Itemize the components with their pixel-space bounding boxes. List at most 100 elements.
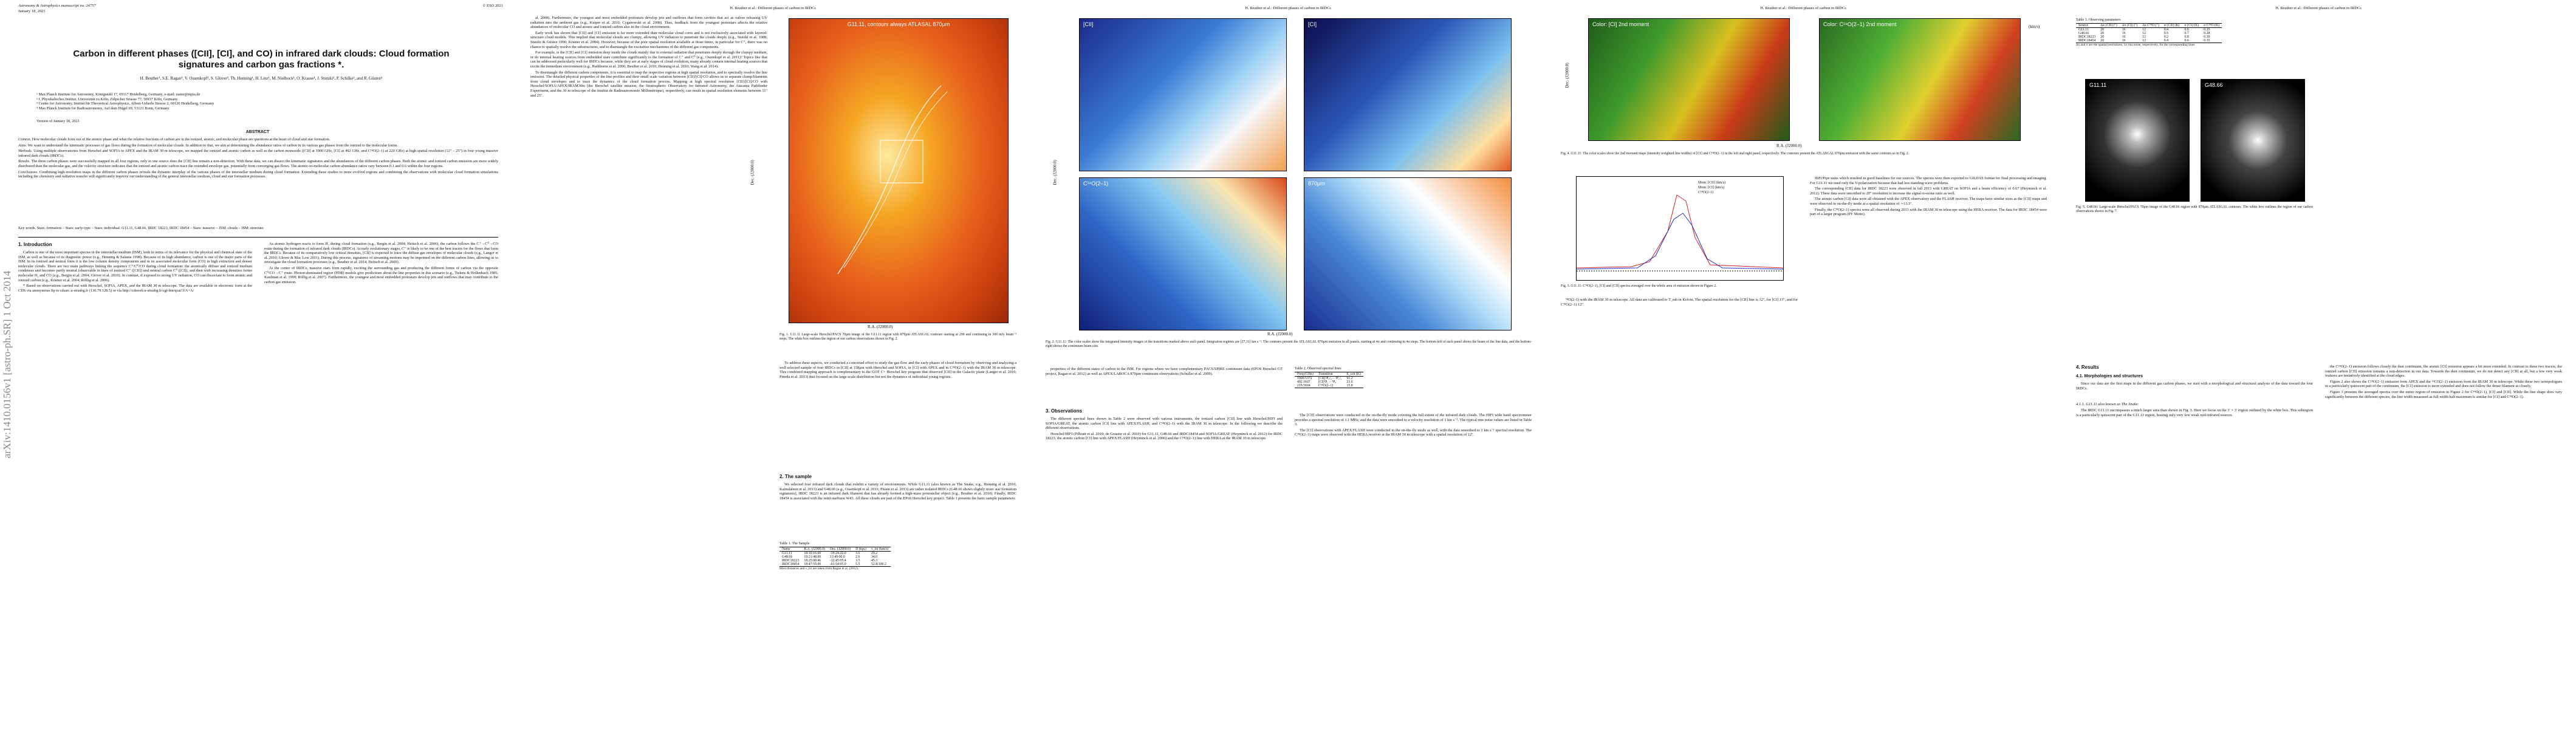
- paragraph: the C¹⁸O(2–1) emission follows closely t…: [2325, 364, 2562, 378]
- table-cell: 23.6: [1346, 380, 1353, 384]
- abstract-text: Combining high-resolution maps in the di…: [18, 169, 498, 179]
- table-cell: 0.30: [2204, 35, 2210, 39]
- paragraph: For example, is the [CII] and [CI] emiss…: [530, 50, 767, 69]
- spectrum-line: [1576, 213, 1784, 270]
- table-cell: 13:49:00.0: [829, 555, 845, 559]
- table-row: G48.66 19:21:48.00 13:49:00.0 2.6 34.0: [779, 555, 891, 559]
- table-cell: 1900.5372: [1297, 377, 1312, 380]
- panel-label: 870μm: [1308, 180, 1325, 187]
- line: Mom. [CII] (km/s): [1698, 181, 1726, 185]
- contour: [837, 85, 942, 275]
- table-cell: 3.5: [855, 559, 860, 563]
- axis-label: Dec. (J2000.0): [1052, 160, 1058, 185]
- column: The different spectral lines shown in Ta…: [1046, 417, 1283, 714]
- table-cell: 20: [2100, 28, 2105, 32]
- subsubsection-heading: 4.1.1. G11.11 also known as The Snake:: [2076, 402, 2139, 406]
- page: arXiv:1410.0156v1 [astro-ph.SR] 1 Oct 20…: [0, 0, 515, 729]
- figure-caption: Fig. 2. G11.11: The color scales show th…: [1046, 340, 1532, 348]
- table-body: G11.11 18:10:16.00 -19:24:22.0 3.6 29.2 G48.6…: [779, 552, 891, 567]
- table-cell: 16: [2122, 35, 2126, 39]
- column: the C¹⁸O(2–1) emission follows closely t…: [2325, 364, 2562, 714]
- abstract-text: How molecular clouds form out of the ato…: [32, 137, 331, 142]
- panel-label: [CII]: [1083, 21, 1094, 27]
- table-row: IRDC18454 20 16 12 0.4 0.6 0.35: [2076, 39, 2222, 43]
- column-header: Transition: [1318, 372, 1333, 376]
- column-header: D (kpc): [855, 547, 866, 551]
- table-row: 1900.5372 [CII]²P₃/₂ – ²P₁/₂ 91.2: [1295, 377, 1363, 380]
- table-body: G11.11 20 16 12 0.4 0.6 0.25 G48.66 20 16 12 0.5 0.7…: [2076, 28, 2222, 43]
- table-cell: 91.2: [1346, 377, 1353, 380]
- table-cell: IRDC18454: [782, 563, 800, 566]
- sidebar: arXiv:1410.0156v1 [astro-ph.SR] 1 Oct 20…: [1, 182, 13, 547]
- table-cell: 52.8/100.2: [871, 563, 886, 566]
- figure-caption: Fig. 3. G11.11: C¹⁸O(2–1), [CI] and [CII…: [1561, 284, 1717, 288]
- data-table: Source Δx [CII] (″) Δx [CI] (″) Δx C¹⁸O (″)…: [2076, 23, 2222, 43]
- table-cell: 20: [2100, 32, 2105, 35]
- table-cell: 0.6: [2184, 28, 2189, 32]
- table-caption: Table 3. Observing parameters: [2076, 18, 2121, 22]
- column-header: v_lsr (km/s): [871, 547, 889, 551]
- column: The [CII] observations were conducted in…: [1295, 413, 1532, 714]
- table-head: Freq (GHz) Transition E_u/k (K): [1295, 372, 1363, 377]
- table-row: 219.5604 C¹⁸O(2–1) 15.8: [1295, 384, 1363, 388]
- paragraph: We selected four infrared dark clouds th…: [779, 482, 1016, 501]
- paragraph: The atomic carbon [CI] data were all obt…: [1810, 197, 2047, 206]
- panel: Color: [CI] 2nd moment: [1588, 18, 1790, 141]
- table-note: Δx and σ are the spatial resolutions, 1σ…: [2076, 43, 2196, 47]
- panel-label: Color: [CI] 2nd moment: [1592, 21, 1649, 27]
- table-cell: 12: [2142, 35, 2146, 39]
- abstract-text: Using multiple observatories from Hersch…: [18, 149, 498, 158]
- table-row: IRDC18223 18:25:08.46 -12:45:05.4 3.5 45.3: [779, 559, 891, 563]
- table-row: 492.1607 [CI]³P₁ – ³P₀ 23.6: [1295, 380, 1363, 384]
- panel-label: Color: C¹⁸O(2–1) 2nd moment: [1823, 21, 1897, 27]
- table-cell: 492.1607: [1297, 380, 1310, 384]
- rule: [18, 237, 498, 238]
- table-cell: 18:25:08.46: [804, 559, 821, 563]
- abstract-item: Conclusions. Combining high-resolution m…: [18, 170, 498, 179]
- axis-label: R.A. (J2000.0): [1267, 332, 1293, 337]
- table-cell: [CII]²P₃/₂ – ²P₁/₂: [1318, 377, 1342, 380]
- paragraph: Herschel/HIFI (Pilbratt et al. 2010; de …: [1046, 431, 1283, 441]
- panel: Color: C¹⁸O(2–1) 2nd moment: [1819, 18, 2021, 141]
- table-cell: 12: [2142, 28, 2146, 32]
- paragraph: The corresponding [CII] data for IRDC 18…: [1810, 187, 2047, 196]
- abstract-text: The three carbon phases were successfull…: [18, 159, 498, 168]
- journal: Astronomy & Astrophysics manuscript no. …: [18, 4, 96, 8]
- subsection-heading: 4.1. Morphologies and structures: [2076, 374, 2143, 378]
- running-header: H. Beuther et al.: Different phases of c…: [730, 6, 816, 10]
- column-header: σ [CI] (K): [2184, 24, 2199, 27]
- column: Since our data are the first maps in the…: [2076, 382, 2313, 400]
- legend: Mom. [CII] (km/s) Mom. [CI] (km/s) C¹⁸O(2–…: [1698, 180, 1725, 195]
- paragraph: As atomic hydrogen reacts to form H₂ dur…: [264, 242, 498, 265]
- column: al. 2008). Furthermore, the youngest and…: [530, 16, 767, 714]
- table-body: 1900.5372 [CII]²P₃/₂ – ²P₁/₂ 91.2 492.1607 […: [1295, 377, 1363, 388]
- column-header: Δx [CII] (″): [2100, 24, 2117, 27]
- table-cell: [CI]³P₁ – ³P₀: [1318, 380, 1337, 384]
- authors: H. Beuther¹, S.E. Ragan¹, V. Ossenkopf²,…: [140, 76, 383, 81]
- table-head: Name R.A. (J2000.0) Dec. (J2000.0) D (kpc) v…: [779, 547, 891, 552]
- panel: 870μm: [1304, 177, 1512, 330]
- table-cell: 3.6: [855, 552, 860, 555]
- column-header: σ [CII] (K): [2163, 24, 2180, 27]
- paragraph: The IRDC G11.11 encompasses a much large…: [2076, 408, 2313, 417]
- table-note: Most distances and v_lsr are taken from …: [779, 567, 859, 570]
- table-cell: -19:24:22.0: [829, 552, 846, 555]
- table-cell: 19:21:48.00: [804, 555, 821, 559]
- table-caption: Table 2. Observed spectral lines: [1295, 367, 1341, 371]
- table-cell: 16: [2122, 32, 2126, 35]
- table-cell: 0.4: [2163, 28, 2169, 32]
- line: ⁴ Max Planck Institute for Radioastronom…: [36, 106, 170, 111]
- data-table: Freq (GHz) Transition E_u/k (K) 1900.5372 [C…: [1295, 372, 1363, 388]
- table-row: G11.11 18:10:16.00 -19:24:22.0 3.6 29.2: [779, 552, 891, 555]
- paragraph: Figure 3 presents the averaged spectra o…: [2325, 389, 2562, 399]
- axis-label: R.A. (J2000.0): [868, 324, 893, 329]
- column: Carbon is one of the most important spec…: [18, 250, 252, 718]
- table-cell: 0.2: [2163, 35, 2169, 39]
- paragraph: Early work has shown that [CII] and [CI]…: [530, 30, 767, 49]
- table-cell: IRDC18454: [2078, 39, 2096, 43]
- abstract-label: Aims.: [18, 143, 27, 148]
- table-row: G48.66 20 16 12 0.5 0.7 0.28: [2076, 32, 2222, 35]
- abstract-text: We want to understand the kinematic proc…: [27, 143, 398, 148]
- table-cell: G48.66: [782, 555, 793, 559]
- column-header: R.A. (J2000.0): [804, 547, 825, 551]
